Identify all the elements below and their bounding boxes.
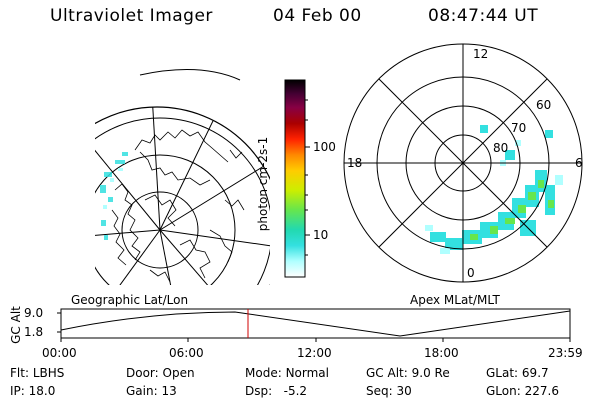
seq-info: Seq: 30 bbox=[366, 384, 412, 398]
mlt-label-18: 18 bbox=[347, 156, 363, 170]
mlat-label-70: 70 bbox=[511, 121, 527, 135]
polar-plot bbox=[343, 43, 583, 283]
xtick-0000: 00:00 bbox=[42, 346, 77, 360]
mlat-label-60: 60 bbox=[536, 98, 552, 112]
filter-info: Flt: LBHS bbox=[10, 366, 65, 380]
altitude-ytick-9: 9.0 bbox=[24, 306, 44, 320]
ip-info: IP: 18.0 bbox=[10, 384, 56, 398]
mlt-label-6: 6 bbox=[575, 156, 583, 170]
altitude-ylabel: GC Alt bbox=[9, 306, 23, 344]
colorbar-tick-10: 10 bbox=[313, 228, 329, 242]
apex-label: Apex MLat/MLT bbox=[410, 293, 500, 307]
colorbar bbox=[284, 79, 310, 278]
colorbar-tick-100: 100 bbox=[313, 140, 336, 154]
dsp-info: Dsp: -5.2 bbox=[245, 384, 308, 398]
door-info: Door: Open bbox=[126, 366, 195, 380]
glon-info: GLon: 227.6 bbox=[486, 384, 559, 398]
xtick-2359: 23:59 bbox=[548, 346, 583, 360]
gain-info: Gain: 13 bbox=[126, 384, 177, 398]
xtick-1800: 18:00 bbox=[424, 346, 459, 360]
mlt-label-0: 0 bbox=[467, 266, 475, 280]
date-label: 04 Feb 00 bbox=[273, 6, 362, 26]
mlt-label-12: 12 bbox=[473, 47, 489, 61]
altitude-plot bbox=[57, 308, 571, 342]
mlat-label-80: 80 bbox=[493, 141, 509, 155]
colorbar-label: photon cm-2s-1 bbox=[256, 136, 270, 232]
instrument-title: Ultraviolet Imager bbox=[50, 6, 213, 26]
glat-info: GLat: 69.7 bbox=[486, 366, 549, 380]
xtick-1200: 12:00 bbox=[297, 346, 332, 360]
xtick-0600: 06:00 bbox=[169, 346, 204, 360]
mode-info: Mode: Normal bbox=[245, 366, 329, 380]
geographic-map bbox=[95, 69, 270, 285]
altitude-ytick-1-8: 1.8 bbox=[24, 325, 44, 339]
gc-alt-info: GC Alt: 9.0 Re bbox=[366, 366, 450, 380]
time-label: 08:47:44 UT bbox=[428, 6, 539, 26]
geographic-label: Geographic Lat/Lon bbox=[71, 293, 189, 307]
